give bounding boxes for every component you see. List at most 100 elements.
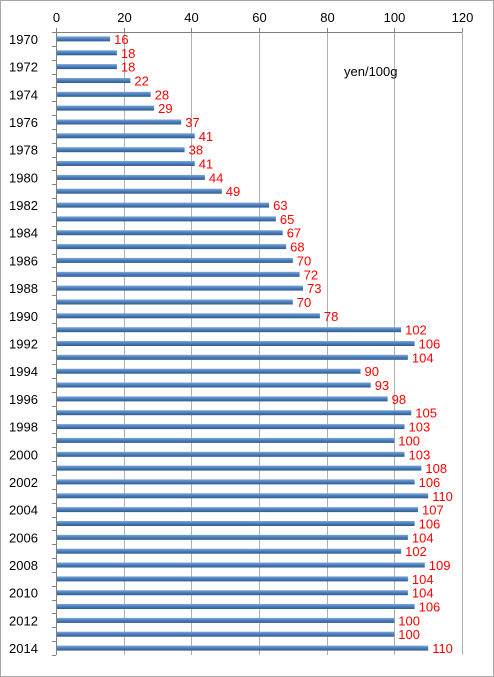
y-tick-label: 2004 (9, 503, 38, 518)
bar (57, 354, 408, 360)
data-label: 110 (432, 489, 453, 504)
bar (57, 534, 408, 540)
x-tick-label: 40 (184, 10, 198, 25)
data-label: 93 (375, 378, 389, 393)
data-label: 72 (304, 267, 318, 282)
y-tick-label: 1980 (9, 170, 38, 185)
y-tick-label: 1986 (9, 253, 38, 268)
bar (57, 548, 402, 554)
x-tick-label: 80 (320, 10, 334, 25)
data-label: 104 (412, 586, 434, 601)
bar (57, 341, 415, 346)
bar (57, 202, 270, 208)
y-tick-label: 1998 (9, 420, 38, 435)
bar (57, 230, 283, 236)
y-tick-label: 1982 (9, 198, 38, 213)
bar (57, 507, 418, 513)
data-label: 104 (412, 572, 434, 587)
bar (57, 91, 151, 97)
bar (57, 465, 422, 471)
bar (57, 161, 195, 166)
data-label: 73 (307, 281, 321, 296)
y-tick-label: 2014 (9, 641, 38, 656)
y-axis: 1970 1972 1974 1976 1978 1980 1982 1984 1986 1988… (9, 32, 56, 656)
bar (57, 327, 402, 333)
y-tick-label: 2006 (9, 530, 38, 545)
y-tick-label: 1984 (9, 226, 38, 241)
bar (57, 105, 155, 111)
bar (57, 174, 205, 180)
bar (57, 299, 293, 305)
bar (57, 147, 185, 153)
data-label: 106 (419, 475, 441, 490)
x-tick-label: 60 (252, 10, 266, 25)
bar (57, 562, 425, 568)
data-label: 106 (419, 517, 441, 532)
y-tick-label: 1970 (9, 32, 38, 47)
data-label: 37 (185, 115, 199, 130)
y-tick-label: 1976 (9, 115, 38, 130)
bar (57, 424, 405, 430)
y-tick-label: 1972 (9, 60, 38, 75)
x-axis: 0 20 40 60 80 100 120 (53, 10, 473, 655)
x-tick-label: 20 (117, 10, 131, 25)
bar (57, 396, 388, 402)
y-tick-label: 1988 (9, 281, 38, 296)
data-label: 18 (121, 46, 135, 61)
bar (57, 119, 182, 125)
bar (57, 437, 395, 443)
bar (57, 493, 429, 499)
bar (57, 216, 276, 222)
data-label: 98 (392, 392, 406, 407)
data-label: 44 (209, 170, 223, 185)
bar (57, 313, 320, 319)
data-label: 41 (199, 129, 213, 144)
data-label: 18 (121, 60, 135, 75)
data-label: 78 (324, 309, 338, 324)
data-label: 104 (412, 530, 434, 545)
bar (57, 64, 117, 70)
data-label: 28 (155, 87, 169, 102)
bar (57, 188, 222, 194)
data-label: 107 (422, 503, 444, 518)
bar (57, 631, 395, 637)
bar (57, 78, 131, 83)
data-label: 29 (158, 101, 172, 116)
data-label: 90 (365, 364, 379, 379)
data-label: 103 (409, 420, 431, 435)
data-label: 67 (287, 226, 301, 241)
y-tick-label: 1978 (9, 143, 38, 158)
data-label: 65 (280, 212, 294, 227)
data-label: 108 (425, 461, 447, 476)
data-labels: 1618182228293741384144496365676870727370… (114, 32, 453, 656)
bar (57, 604, 415, 609)
data-label: 106 (419, 337, 441, 352)
bar (57, 382, 371, 388)
data-label: 70 (297, 253, 311, 268)
data-label: 49 (226, 184, 240, 199)
bar (57, 50, 117, 56)
data-label: 105 (415, 406, 437, 421)
data-label: 100 (398, 613, 420, 628)
bar (57, 451, 405, 457)
bar (57, 410, 412, 416)
bar (57, 617, 395, 623)
data-label: 38 (189, 143, 203, 158)
bar (57, 271, 300, 277)
bar (57, 257, 293, 263)
x-tick-label: 120 (452, 10, 474, 25)
x-tick-label: 100 (384, 10, 406, 25)
bar (57, 590, 408, 596)
data-label: 102 (405, 544, 427, 559)
data-label: 100 (398, 627, 420, 642)
y-tick-label: 2010 (9, 586, 38, 601)
bar (57, 368, 361, 374)
bar (57, 576, 408, 582)
data-label: 103 (409, 447, 431, 462)
y-tick-label: 1992 (9, 337, 38, 352)
y-tick-label: 1990 (9, 309, 38, 324)
y-tick-label: 2000 (9, 447, 38, 462)
bar (57, 36, 111, 42)
x-tick-label: 0 (53, 10, 60, 25)
data-label: 68 (290, 240, 304, 255)
